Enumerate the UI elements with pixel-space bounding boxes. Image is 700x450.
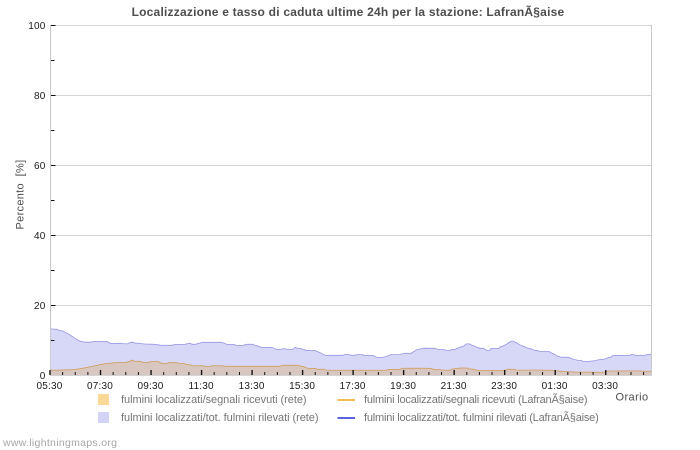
svg-text:Localizzazione e tasso di cadu: Localizzazione e tasso di caduta ultime … <box>132 4 565 19</box>
svg-text:www.lightningmaps.org: www.lightningmaps.org <box>2 437 117 449</box>
svg-text:05:30: 05:30 <box>36 381 62 392</box>
svg-text:fulmini localizzati/segnali ri: fulmini localizzati/segnali ricevuti (re… <box>121 394 307 406</box>
svg-text:15:30: 15:30 <box>289 381 315 392</box>
svg-text:60: 60 <box>34 161 46 172</box>
svg-text:fulmini localizzati/tot. fulmi: fulmini localizzati/tot. fulmini rilevat… <box>364 411 599 424</box>
svg-text:19:30: 19:30 <box>390 381 416 392</box>
svg-text:07:30: 07:30 <box>87 381 113 392</box>
svg-text:80: 80 <box>34 91 46 102</box>
svg-text:17:30: 17:30 <box>340 381 366 392</box>
svg-text:Orario: Orario <box>616 392 649 404</box>
svg-text:fulmini localizzati/segnali ri: fulmini localizzati/segnali ricevuti (La… <box>364 393 587 406</box>
svg-text:01:30: 01:30 <box>542 381 568 392</box>
svg-text:fulmini localizzati/tot. fulmi: fulmini localizzati/tot. fulmini rilevat… <box>121 412 319 424</box>
svg-text:0: 0 <box>40 371 46 382</box>
svg-text:20: 20 <box>34 301 46 312</box>
svg-text:09:30: 09:30 <box>137 381 163 392</box>
svg-text:40: 40 <box>34 231 46 242</box>
svg-text:21:30: 21:30 <box>441 381 467 392</box>
svg-text:03:30: 03:30 <box>592 381 618 392</box>
svg-text:Percento [%]: Percento [%] <box>15 160 27 230</box>
svg-text:100: 100 <box>28 21 46 32</box>
svg-text:23:30: 23:30 <box>491 381 517 392</box>
svg-text:13:30: 13:30 <box>239 381 265 392</box>
svg-text:11:30: 11:30 <box>188 381 214 392</box>
